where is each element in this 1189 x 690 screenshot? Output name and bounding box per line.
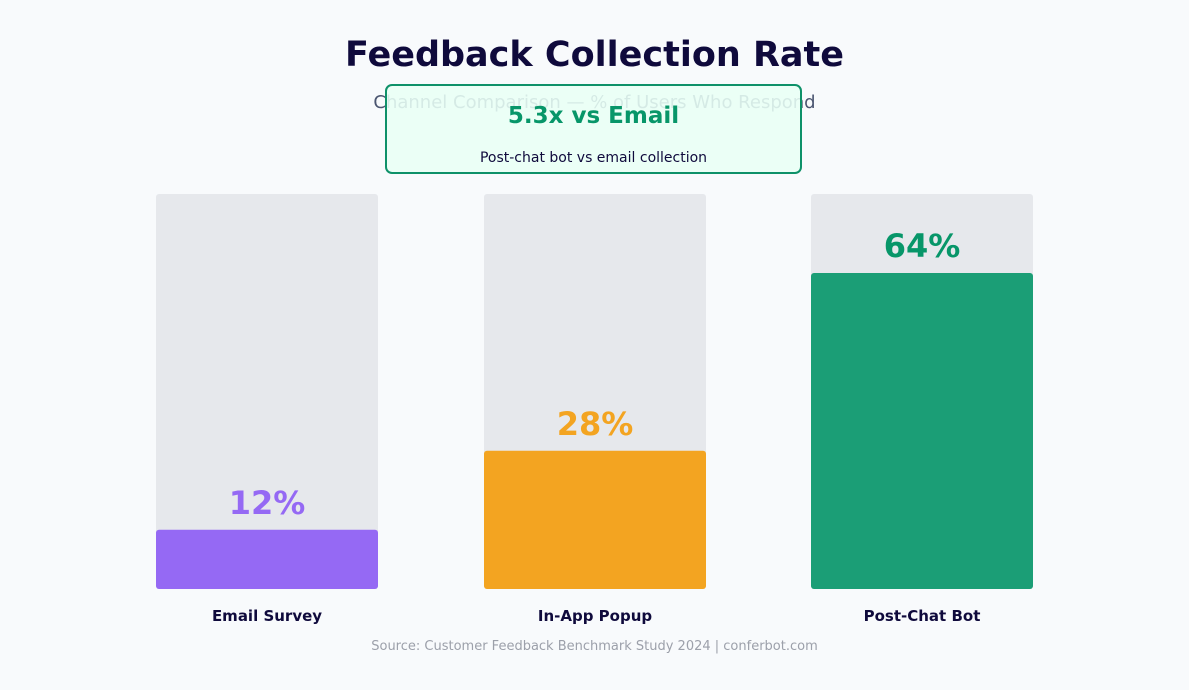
value-label-in-app-popup: 28% — [557, 405, 634, 443]
value-label-post-chat-bot: 64% — [884, 227, 961, 265]
source-note: Source: Customer Feedback Benchmark Stud… — [371, 639, 818, 654]
category-label-post-chat-bot: Post-Chat Bot — [864, 607, 981, 625]
value-label-email-survey: 12% — [229, 484, 306, 522]
callout-headline: 5.3x vs Email — [507, 103, 680, 129]
chart-title: Feedback Collection Rate — [344, 35, 845, 75]
category-label-email-survey: Email Survey — [212, 607, 322, 625]
comparison-callout: 5.3x vs Email Post-chat bot vs email col… — [385, 84, 802, 174]
bar-in-app-popup — [484, 450, 706, 589]
bar-track-email-survey — [156, 194, 378, 589]
bar-post-chat-bot — [811, 273, 1033, 589]
category-label-in-app-popup: In-App Popup — [538, 607, 653, 625]
callout-detail: Post-chat bot vs email collection — [479, 150, 708, 166]
bar-email-survey — [156, 529, 378, 589]
